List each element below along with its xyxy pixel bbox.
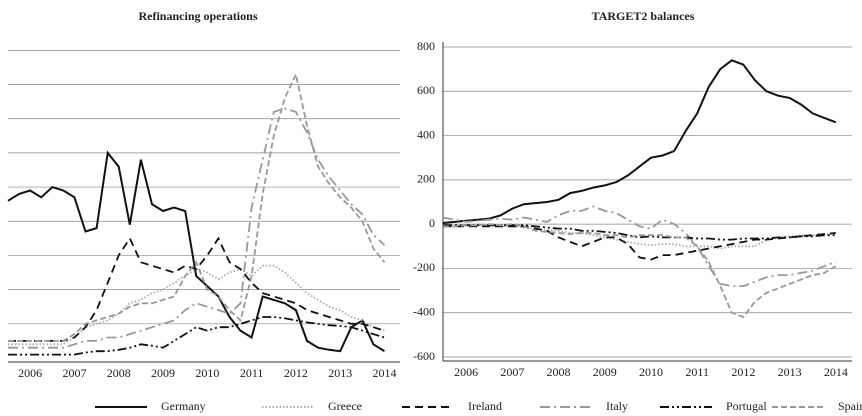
x-tick-label: 2014 (824, 365, 848, 379)
series-line (8, 71, 386, 342)
x-tick-label: 2012 (731, 365, 755, 379)
chart-title: TARGET2 balances (592, 9, 695, 23)
y-tick-label: -600 (413, 349, 435, 363)
x-tick-label: 2006 (18, 366, 42, 380)
series-line (8, 316, 385, 356)
y-tick-label: 600 (417, 83, 435, 97)
x-tick-label: 2008 (107, 366, 131, 380)
x-tick-label: 2010 (195, 366, 219, 380)
legend-label: Ireland (468, 399, 502, 413)
x-tick-label: 2012 (284, 366, 308, 380)
series-line (442, 205, 837, 287)
legend-label: Italy (606, 399, 628, 413)
legend-label: Greece (328, 399, 362, 413)
legend-label: Portugal (726, 399, 767, 413)
y-tick-label: -200 (413, 260, 435, 274)
y-tick-label: -400 (413, 304, 435, 318)
y-tick-label: 400 (417, 127, 435, 141)
series-line (442, 59, 837, 224)
x-tick-label: 2006 (454, 365, 478, 379)
x-tick-label: 2013 (778, 365, 802, 379)
series-line (443, 223, 837, 319)
series-line (8, 264, 385, 346)
x-tick-label: 2008 (547, 365, 571, 379)
series-line (8, 107, 386, 349)
series-line (7, 150, 386, 353)
x-tick-label: 2013 (328, 366, 352, 380)
y-tick-label: 200 (417, 172, 435, 186)
x-tick-label: 2014 (372, 366, 396, 380)
legend-label: Spain (838, 399, 862, 413)
series-line (443, 223, 836, 250)
chart-title: Refinancing operations (138, 9, 257, 23)
series-line (443, 225, 836, 261)
x-tick-label: 2011 (240, 366, 264, 380)
series-line (8, 236, 385, 342)
x-tick-label: 2009 (593, 365, 617, 379)
series-line (443, 224, 836, 241)
legend-label: Germany (161, 399, 206, 413)
x-tick-label: 2011 (685, 365, 709, 379)
x-tick-label: 2007 (500, 365, 524, 379)
y-tick-label: 0 (429, 216, 435, 230)
y-tick-label: 800 (417, 39, 435, 53)
x-tick-label: 2009 (151, 366, 175, 380)
x-tick-label: 2007 (62, 366, 86, 380)
x-tick-label: 2010 (639, 365, 663, 379)
